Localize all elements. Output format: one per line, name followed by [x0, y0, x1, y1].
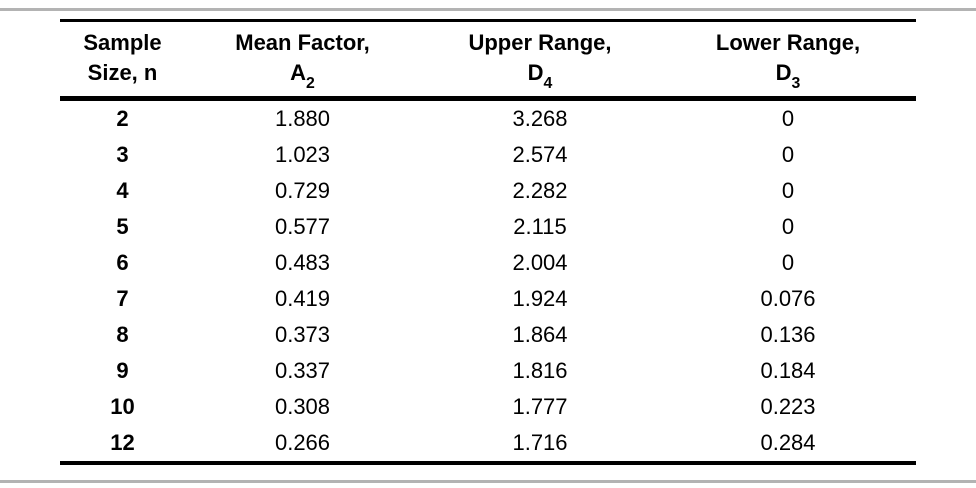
col-header-upper-range-d4: Upper Range, D4	[420, 20, 660, 101]
cell-sample-size: 7	[116, 286, 129, 311]
cell-d3: 0.284	[760, 430, 816, 455]
cell-d3: 0	[781, 250, 795, 275]
cell-a2: 0.373	[274, 322, 331, 347]
table-row: 6 0.483 2.004 0	[60, 245, 916, 281]
cell-d4: 1.864	[512, 322, 568, 347]
table-header: Sample Size, n Mean Factor, A2 Upper Ran…	[60, 20, 916, 101]
header-line1: Mean Factor,	[235, 30, 370, 55]
symbol-base: A	[290, 60, 307, 85]
symbol-base: D	[527, 60, 544, 85]
cell-d4: 2.282	[512, 178, 568, 203]
header-line2: Size, n	[87, 60, 158, 85]
table-row: 10 0.308 1.777 0.223	[60, 389, 916, 425]
cell-sample-size: 10	[110, 394, 135, 419]
symbol-subscript: 2	[306, 74, 315, 92]
cell-sample-size: 12	[110, 430, 135, 455]
cell-d4: 1.816	[512, 358, 568, 383]
cell-sample-size: 6	[116, 250, 129, 275]
cell-sample-size: 4	[116, 178, 129, 203]
cell-d4: 2.574	[512, 142, 568, 167]
cell-sample-size: 5	[116, 214, 129, 239]
cell-d3: 0	[781, 178, 795, 203]
cell-d3: 0	[781, 142, 795, 167]
table-row: 5 0.577 2.115 0	[60, 209, 916, 245]
cell-d4: 1.924	[512, 286, 568, 311]
symbol-subscript: 4	[543, 74, 553, 92]
header-line1: Upper Range,	[468, 30, 612, 55]
cell-d4: 3.268	[512, 106, 568, 131]
symbol-base: D	[775, 60, 792, 85]
cell-d3: 0	[781, 214, 795, 239]
cell-a2: 0.577	[274, 214, 331, 239]
cell-sample-size: 3	[116, 142, 129, 167]
cell-sample-size: 9	[116, 358, 129, 383]
cell-a2: 0.266	[274, 430, 331, 455]
cell-d4: 2.115	[513, 214, 567, 239]
cell-d4: 1.716	[512, 430, 568, 455]
table-row: 9 0.337 1.816 0.184	[60, 353, 916, 389]
cell-a2: 0.419	[274, 286, 331, 311]
table-row: 12 0.266 1.716 0.284	[60, 425, 916, 463]
cell-sample-size: 8	[116, 322, 129, 347]
table-row: 8 0.373 1.864 0.136	[60, 317, 916, 353]
control-chart-factors-table: Sample Size, n Mean Factor, A2 Upper Ran…	[60, 19, 916, 465]
table-row: 2 1.880 3.268 0	[60, 99, 916, 138]
cell-a2: 1.023	[274, 142, 331, 167]
header-symbol: A2	[185, 58, 420, 91]
cell-sample-size: 2	[116, 106, 129, 131]
header-line1: Sample	[83, 30, 162, 55]
table-row: 7 0.419 1.924 0.076	[60, 281, 916, 317]
cell-d3: 0.223	[760, 394, 816, 419]
cell-d4: 2.004	[512, 250, 568, 275]
cell-a2: 0.729	[274, 178, 331, 203]
cell-a2: 1.880	[274, 106, 331, 131]
header-line1: Lower Range,	[715, 30, 861, 55]
cell-d3: 0	[781, 106, 795, 131]
page-top-border-line	[0, 8, 976, 11]
cell-d3: 0.184	[760, 358, 816, 383]
cell-a2: 0.483	[274, 250, 331, 275]
cell-a2: 0.337	[274, 358, 331, 383]
header-row: Sample Size, n Mean Factor, A2 Upper Ran…	[60, 20, 916, 101]
cell-d3: 0.136	[760, 322, 816, 347]
col-header-sample-size: Sample Size, n	[60, 20, 185, 101]
cell-d4: 1.777	[512, 394, 568, 419]
cell-a2: 0.308	[274, 394, 331, 419]
header-symbol: D4	[420, 58, 660, 91]
cell-d3: 0.076	[760, 286, 816, 311]
col-header-lower-range-d3: Lower Range, D3	[660, 20, 916, 101]
header-symbol: D3	[660, 58, 916, 91]
table-row: 3 1.023 2.574 0	[60, 137, 916, 173]
col-header-mean-factor-a2: Mean Factor, A2	[185, 20, 420, 101]
table-row: 4 0.729 2.282 0	[60, 173, 916, 209]
symbol-subscript: 3	[791, 74, 801, 92]
page-bottom-border-line	[0, 480, 976, 483]
table-body: 2 1.880 3.268 0 3 1.023 2.574 0 4 0.729 …	[60, 99, 916, 464]
